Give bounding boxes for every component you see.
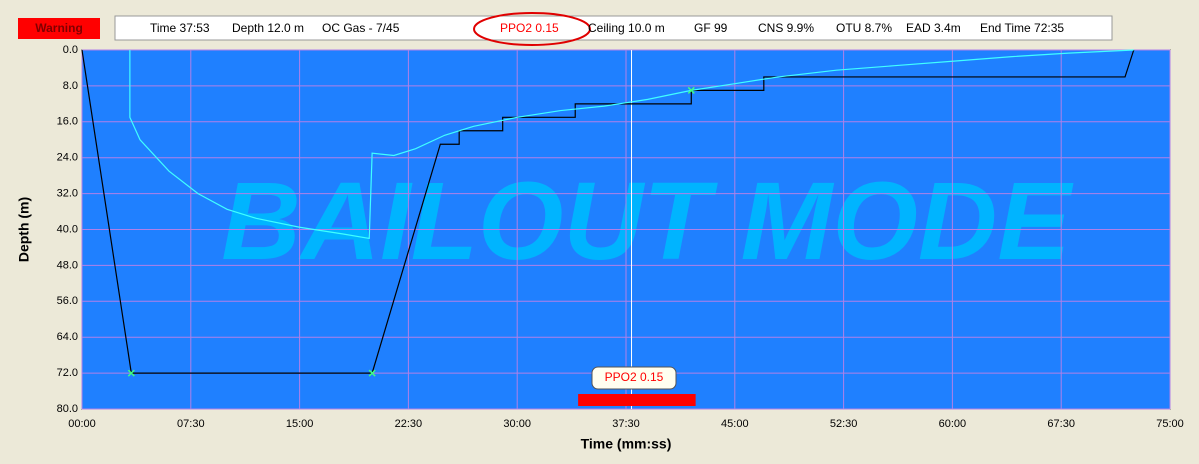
status-item: Ceiling 10.0 m [588, 21, 665, 35]
status-item: OTU 8.7% [836, 21, 892, 35]
status-item: PPO2 0.15 [500, 21, 559, 35]
y-tick-label: 72.0 [57, 367, 78, 379]
y-tick-label: 32.0 [57, 188, 78, 200]
series-line [129, 49, 1134, 240]
x-tick-label: 60:00 [939, 418, 967, 430]
watermark: BAILOUT MODE [221, 160, 1074, 283]
y-tick-label: 16.0 [57, 116, 78, 128]
status-item: Time 37:53 [150, 21, 210, 35]
series-line [81, 49, 1135, 374]
x-tick-label: 45:00 [721, 418, 749, 430]
x-tick-label: 30:00 [503, 418, 531, 430]
callout-text: PPO2 0.15 [605, 370, 664, 384]
warning-box [18, 18, 100, 39]
warning-text: Warning [35, 21, 83, 35]
status-item: CNS 9.9% [758, 21, 814, 35]
x-tick-label: 67:30 [1047, 418, 1075, 430]
y-tick-label: 56.0 [57, 295, 78, 307]
marker [127, 369, 135, 377]
x-tick-label: 52:30 [830, 418, 858, 430]
x-tick-label: 22:30 [395, 418, 423, 430]
y-tick-label: 48.0 [57, 259, 78, 271]
status-item: EAD 3.4m [906, 21, 961, 35]
x-axis-title: Time (mm:ss) [581, 436, 672, 452]
y-tick-label: 8.0 [63, 80, 78, 92]
ppo2-bar [578, 394, 696, 406]
marker [687, 86, 695, 94]
status-bar [114, 15, 1113, 41]
x-tick-label: 15:00 [286, 418, 314, 430]
marker [368, 369, 376, 377]
y-axis-title: Depth (m) [16, 197, 32, 262]
highlight-ellipse [473, 12, 591, 46]
x-tick-label: 75:00 [1156, 418, 1184, 430]
callout-box [591, 366, 677, 390]
x-tick-label: 00:00 [68, 418, 96, 430]
status-item: End Time 72:35 [980, 21, 1064, 35]
y-tick-label: 24.0 [57, 152, 78, 164]
status-item: OC Gas - 7/45 [322, 21, 400, 35]
y-tick-label: 40.0 [57, 223, 78, 235]
x-tick-label: 07:30 [177, 418, 205, 430]
y-tick-label: 64.0 [57, 331, 78, 343]
y-tick-label: 80.0 [57, 403, 78, 415]
x-tick-label: 37:30 [612, 418, 640, 430]
status-item: GF 99 [694, 21, 728, 35]
y-tick-label: 0.0 [63, 44, 78, 56]
status-item: Depth 12.0 m [232, 21, 304, 35]
